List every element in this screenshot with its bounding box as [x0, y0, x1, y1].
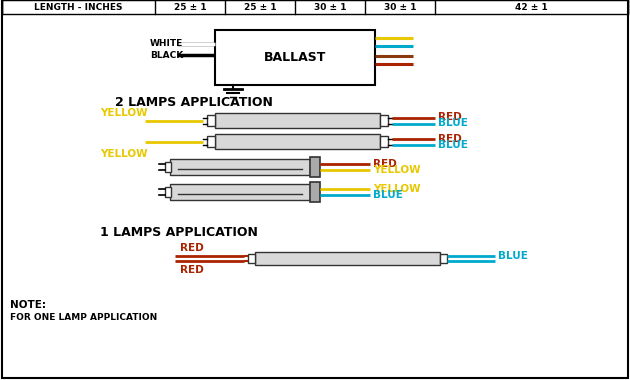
Bar: [380, 136, 388, 147]
Text: YELLOW: YELLOW: [100, 109, 147, 119]
Bar: [310, 182, 320, 202]
Text: 2 LAMPS APPLICATION: 2 LAMPS APPLICATION: [115, 95, 273, 109]
Text: RED: RED: [180, 265, 203, 275]
Text: RED: RED: [438, 112, 462, 122]
Text: BLACK: BLACK: [150, 51, 183, 60]
Bar: [310, 157, 320, 177]
Bar: [380, 115, 388, 126]
Text: FOR ONE LAMP APPLICATION: FOR ONE LAMP APPLICATION: [10, 312, 158, 321]
Bar: [215, 113, 380, 128]
Bar: [440, 254, 447, 263]
Bar: [2, 0, 628, 14]
Bar: [207, 136, 215, 147]
Text: 42 ± 1: 42 ± 1: [515, 3, 547, 11]
Text: 25 ± 1: 25 ± 1: [174, 3, 206, 11]
Bar: [165, 162, 171, 172]
Bar: [165, 187, 171, 197]
Text: YELLOW: YELLOW: [373, 184, 421, 194]
Text: RED: RED: [373, 159, 397, 169]
Text: BLUE: BLUE: [438, 139, 468, 149]
Text: YELLOW: YELLOW: [373, 165, 421, 175]
Text: YELLOW: YELLOW: [100, 149, 147, 159]
Bar: [170, 184, 310, 200]
Text: LENGTH - INCHES: LENGTH - INCHES: [34, 3, 122, 11]
Bar: [215, 134, 380, 149]
Text: RED: RED: [180, 243, 203, 253]
Text: 30 ± 1: 30 ± 1: [384, 3, 416, 11]
Text: BLUE: BLUE: [373, 190, 403, 200]
Bar: [248, 254, 255, 263]
Text: WHITE: WHITE: [150, 40, 183, 49]
Text: NOTE:: NOTE:: [10, 300, 46, 310]
Text: 1 LAMPS APPLICATION: 1 LAMPS APPLICATION: [100, 225, 258, 239]
Text: BLUE: BLUE: [438, 119, 468, 128]
Bar: [255, 252, 440, 265]
Text: BLUE: BLUE: [498, 251, 528, 261]
Bar: [170, 159, 310, 175]
Bar: [215, 30, 375, 85]
Bar: [207, 115, 215, 126]
Text: BALLAST: BALLAST: [264, 51, 326, 64]
Text: 30 ± 1: 30 ± 1: [314, 3, 347, 11]
Text: RED: RED: [438, 133, 462, 144]
Text: 25 ± 1: 25 ± 1: [244, 3, 277, 11]
